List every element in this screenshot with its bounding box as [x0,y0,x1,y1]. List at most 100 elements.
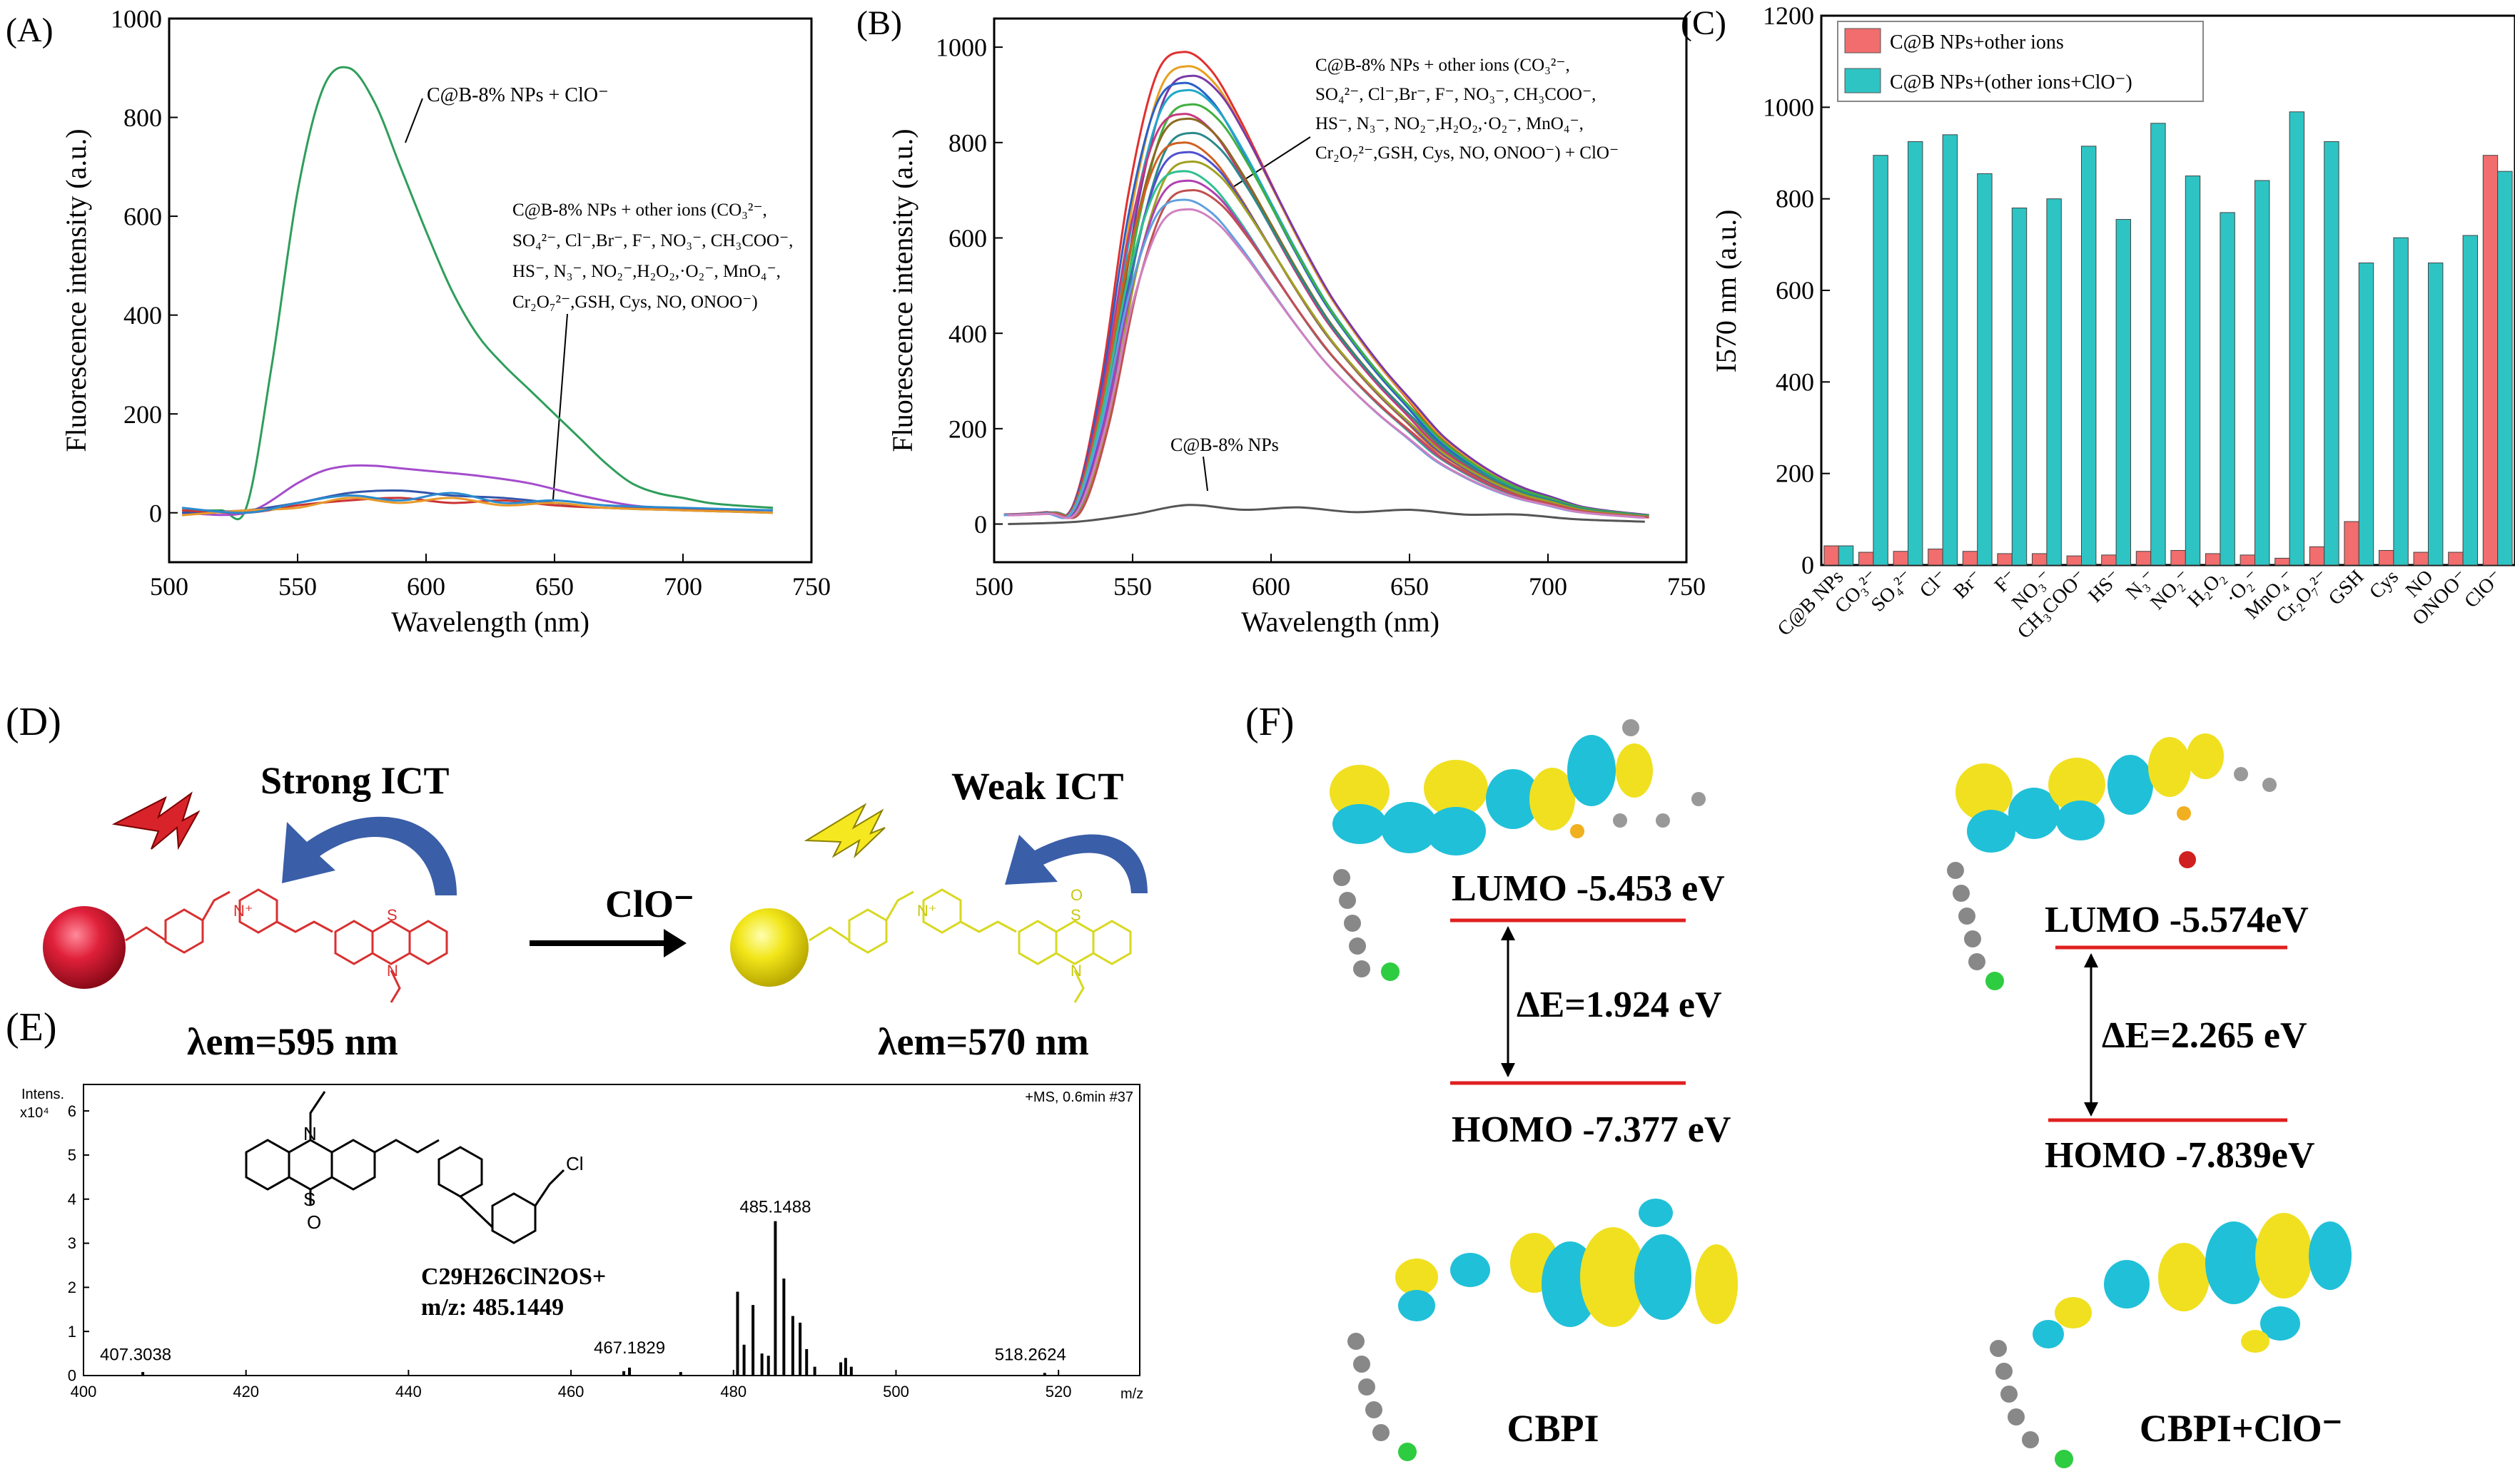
x-tick-label: 440 [395,1383,422,1401]
panel-e-axes: 400 420 440 460 480 500 520 0 1 2 3 4 5 6 [68,1102,1072,1401]
panel-c-legend: C@B NPs+other ions C@B NPs+(other ions+C… [1837,21,2204,102]
series-line [181,66,774,521]
panel-b: (B) Fluorescence intensity (a.u.) Wavele… [856,4,1706,638]
y-tick-label: 400 [1776,367,1814,396]
svg-text:S: S [387,906,398,924]
alkyl-chain-left [1333,869,1370,977]
bar [2324,141,2339,566]
y-tick-label: 0 [974,510,987,539]
bar [1997,553,2013,566]
y-tick-label: 200 [123,400,162,429]
bar [2358,263,2374,566]
y-tick-label: 4 [68,1190,76,1208]
panel-b-annotation-block: C@B-8% NPs + other ions (CO₃²⁻, SO₄²⁻, C… [1315,56,1619,163]
bar [2220,212,2235,566]
homo-right: HOMO -7.839eV [2045,1135,2314,1176]
category-label: ClO⁻ [2460,566,2506,612]
bar [2170,549,2186,566]
y-tick-label: 600 [1776,276,1814,305]
panel-a-annotation-line: Cr₂O₇²⁻,GSH, Cys, NO, ONOO⁻) [512,293,758,312]
panel-a-plot [181,66,774,521]
panel-e-plot: 407.3038 467.1829 485.1488 518.2624 [100,1197,1066,1376]
bar [2205,553,2221,566]
bar [2393,237,2409,566]
series-line [1012,189,1649,519]
x-tick-label: 750 [792,572,831,601]
svg-text:N: N [387,962,398,980]
x-tick-label: 750 [1667,572,1706,601]
legend-box [1837,21,2204,102]
cl-atom-right-top [1985,972,2004,990]
x-tick-label: 500 [883,1383,909,1401]
y-tick-label: 800 [948,128,987,157]
panel-c-label: (C) [1681,4,1726,42]
ms-peak-label: 518.2624 [995,1345,1066,1364]
x-tick-label: 420 [233,1383,259,1401]
category-label: Cl⁻ [1916,566,1952,602]
panel-e: (E) Intens. x10⁴ +MS, 0.6min #37 m/z N S… [6,1005,1143,1402]
molecule-red: N⁺ S N [125,888,448,1003]
panel-b-label: (B) [856,4,902,42]
ms-structure-cl: Cl [566,1153,584,1174]
series-line [1012,74,1649,518]
panel-a-frame [168,17,813,564]
cl-atom-left-bottom [1398,1443,1417,1461]
y-tick-label: 200 [948,415,987,443]
bar [2497,171,2513,566]
nanoparticle-red [43,906,126,989]
bar [2255,180,2270,566]
panel-d: (D) Strong ICT Weak ICT N⁺ [6,700,1148,1063]
lightning-yellow-icon [804,803,886,859]
reaction-arrow-icon [530,929,687,957]
x-tick-label: 700 [1529,572,1567,601]
bar [2185,176,2201,566]
nanoparticle-yellow [730,908,809,987]
bar [2428,263,2444,566]
panel-a-label: (A) [6,11,54,49]
x-tick-label: 650 [535,572,574,601]
homo-left: HOMO -7.377 eV [1452,1109,1731,1150]
bar [2309,546,2325,566]
alkyl-chain-right-bottom [1990,1340,2039,1448]
bar [2011,208,2028,566]
svg-text:N⁺: N⁺ [917,902,937,920]
y-tick-label: 1000 [936,34,987,62]
ms-structure-n: N [303,1123,317,1144]
category-label: GSH [2324,566,2369,610]
ms-x-unit: m/z [1120,1386,1143,1402]
ms-formula: C29H26ClN2OS+ [421,1264,606,1290]
category-label: H₂O₂ [2184,566,2230,611]
y-tick-label: 400 [948,320,987,348]
panel-e-label: (E) [6,1005,57,1050]
y-tick-label: 1000 [111,5,162,34]
reagent-label: ClO⁻ [605,883,694,925]
y-tick-label: 1 [68,1323,76,1341]
lightning-red-icon [111,791,201,850]
y-tick-label: 800 [123,103,162,132]
panel-b-plot [1003,51,1649,525]
bar [2378,549,2394,566]
category-label: NO₂⁻ [2146,566,2195,614]
y-tick-label: 0 [1801,551,1814,579]
cl-atom-right-bottom [2055,1450,2073,1468]
lumo-left: LUMO -5.453 eV [1452,868,1725,909]
panel-e-frame [83,1084,1140,1376]
panel-b-annotation-line: SO₄²⁻, Cl⁻,Br⁻, F⁻, NO₃⁻, CH₃COO⁻, [1315,85,1596,104]
series-line [1008,208,1645,519]
series-line [181,497,774,517]
ms-tag: +MS, 0.6min #37 [1025,1089,1133,1105]
weak-ict-label: Weak ICT [951,765,1124,808]
bar [2344,521,2359,566]
legend-swatch-red [1844,28,1881,54]
bar [1893,551,1908,566]
bar [2135,551,2152,566]
lambda-left: λem=595 nm [187,1020,398,1063]
ms-structure [245,1091,565,1244]
panel-a-ylabel: Fluorescence intensity (a.u.) [60,128,92,452]
panel-b-annotation-line: HS⁻, N₃⁻, NO₂⁻,H₂O₂,·O₂⁻, MnO₄⁻, [1315,114,1584,133]
y-tick-label: 200 [1776,459,1814,488]
y-tick-label: 1200 [1763,1,1814,30]
panel-b-baseline-label: C@B-8% NPs [1170,434,1279,455]
y-tick-label: 800 [1776,185,1814,213]
